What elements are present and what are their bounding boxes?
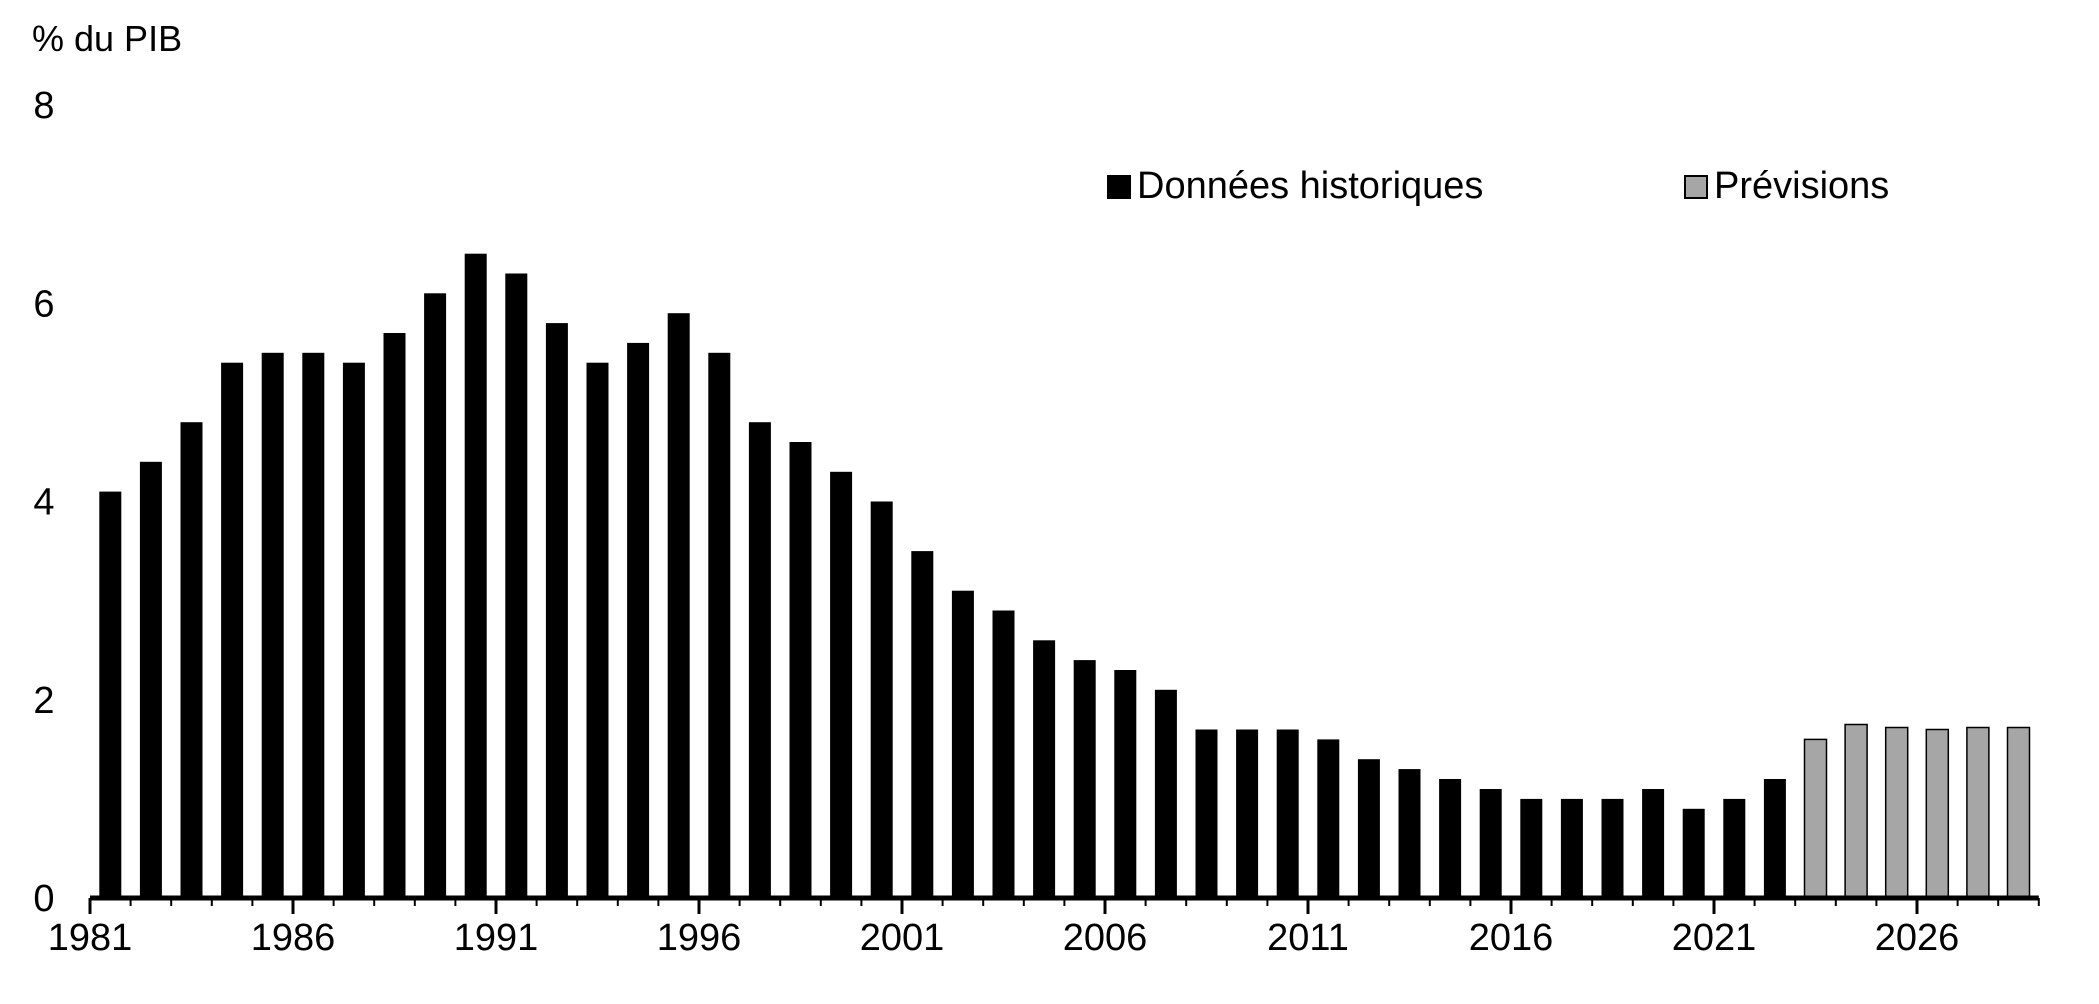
bar-historical-2004 [1033, 640, 1056, 898]
bar-historical-1994 [627, 342, 650, 898]
bar-historical-1990 [464, 253, 487, 898]
bar-historical-2001 [911, 551, 934, 898]
bar-historical-2019 [1642, 789, 1665, 898]
bar-historical-2005 [1073, 660, 1096, 898]
legend-swatch-forecast [1684, 174, 1708, 199]
bar-historical-2009 [1236, 729, 1259, 898]
bar-historical-2003 [992, 610, 1015, 898]
bar-historical-2015 [1479, 789, 1502, 898]
bar-historical-1998 [789, 442, 812, 898]
bar-historical-1995 [667, 313, 690, 898]
bar-historical-1991 [505, 273, 528, 898]
y-tick-label-2: 2 [33, 680, 54, 722]
x-tick-label-2006: 2006 [1063, 917, 1148, 959]
x-tick-label-1996: 1996 [657, 917, 742, 959]
bar-historical-2012 [1357, 759, 1380, 898]
y-tick-label-0: 0 [33, 878, 54, 920]
bar-historical-1984 [221, 362, 244, 898]
bar-historical-1985 [261, 352, 284, 898]
legend-label-historical: Données historiques [1137, 165, 1484, 207]
bar-historical-1988 [383, 333, 406, 898]
bar-historical-1987 [342, 362, 365, 898]
bar-historical-1996 [708, 352, 731, 898]
y-axis-label: % du PIB [32, 18, 183, 59]
bar-historical-1997 [748, 422, 771, 898]
legend-swatch-historical [1107, 174, 1131, 199]
bar-historical-2017 [1560, 798, 1583, 898]
bar-historical-2008 [1195, 729, 1218, 898]
bar-historical-1981 [99, 491, 122, 898]
bar-historical-2000 [870, 501, 893, 898]
x-tick-label-1986: 1986 [251, 917, 336, 959]
bar-historical-2020 [1682, 808, 1705, 898]
x-tick-label-2001: 2001 [860, 917, 945, 959]
bar-historical-2016 [1520, 798, 1543, 898]
x-tick-label-2016: 2016 [1469, 917, 1554, 959]
bar-historical-2006 [1114, 670, 1137, 898]
y-tick-label-8: 8 [33, 85, 54, 127]
bar-historical-2022 [1763, 779, 1786, 898]
bar-historical-1999 [830, 471, 853, 898]
legend-label-forecast: Prévisions [1714, 165, 1890, 207]
x-tick-label-2011: 2011 [1267, 917, 1349, 959]
x-tick-label-2026: 2026 [1875, 917, 1960, 959]
bar-historical-1992 [545, 323, 568, 899]
bar-historical-2021 [1723, 798, 1746, 898]
bar-historical-1989 [424, 293, 447, 898]
legend-item-forecast: Prévisions [1684, 165, 1889, 208]
x-tick-label-1991: 1991 [454, 917, 539, 959]
y-tick-label-6: 6 [33, 283, 54, 325]
bar-historical-2014 [1439, 779, 1462, 898]
bar-historical-2018 [1601, 798, 1624, 898]
bar-historical-2013 [1398, 769, 1421, 898]
bar-forecast-2026 [1925, 728, 1950, 899]
bar-historical-1983 [180, 422, 203, 898]
bar-historical-1986 [302, 352, 325, 898]
legend-item-historical: Données historiques [1107, 165, 1483, 208]
bar-forecast-2027 [1966, 726, 1990, 899]
y-tick-label-4: 4 [33, 482, 54, 524]
x-tick-label-2021: 2021 [1672, 917, 1757, 959]
bar-historical-2011 [1317, 739, 1340, 898]
bar-forecast-2025 [1884, 726, 1909, 899]
bar-historical-1982 [139, 461, 162, 898]
legend: Données historiques Prévisions [0, 165, 2099, 215]
bar-historical-2010 [1276, 729, 1299, 898]
bar-historical-1993 [586, 362, 609, 898]
bar-forecast-2024 [1844, 723, 1868, 899]
bar-forecast-2028 [2006, 726, 2031, 899]
bar-historical-2007 [1154, 689, 1177, 898]
x-tick-label-1981: 1981 [48, 917, 133, 959]
bar-forecast-2023 [1803, 738, 1828, 899]
bar-historical-2002 [951, 590, 974, 898]
